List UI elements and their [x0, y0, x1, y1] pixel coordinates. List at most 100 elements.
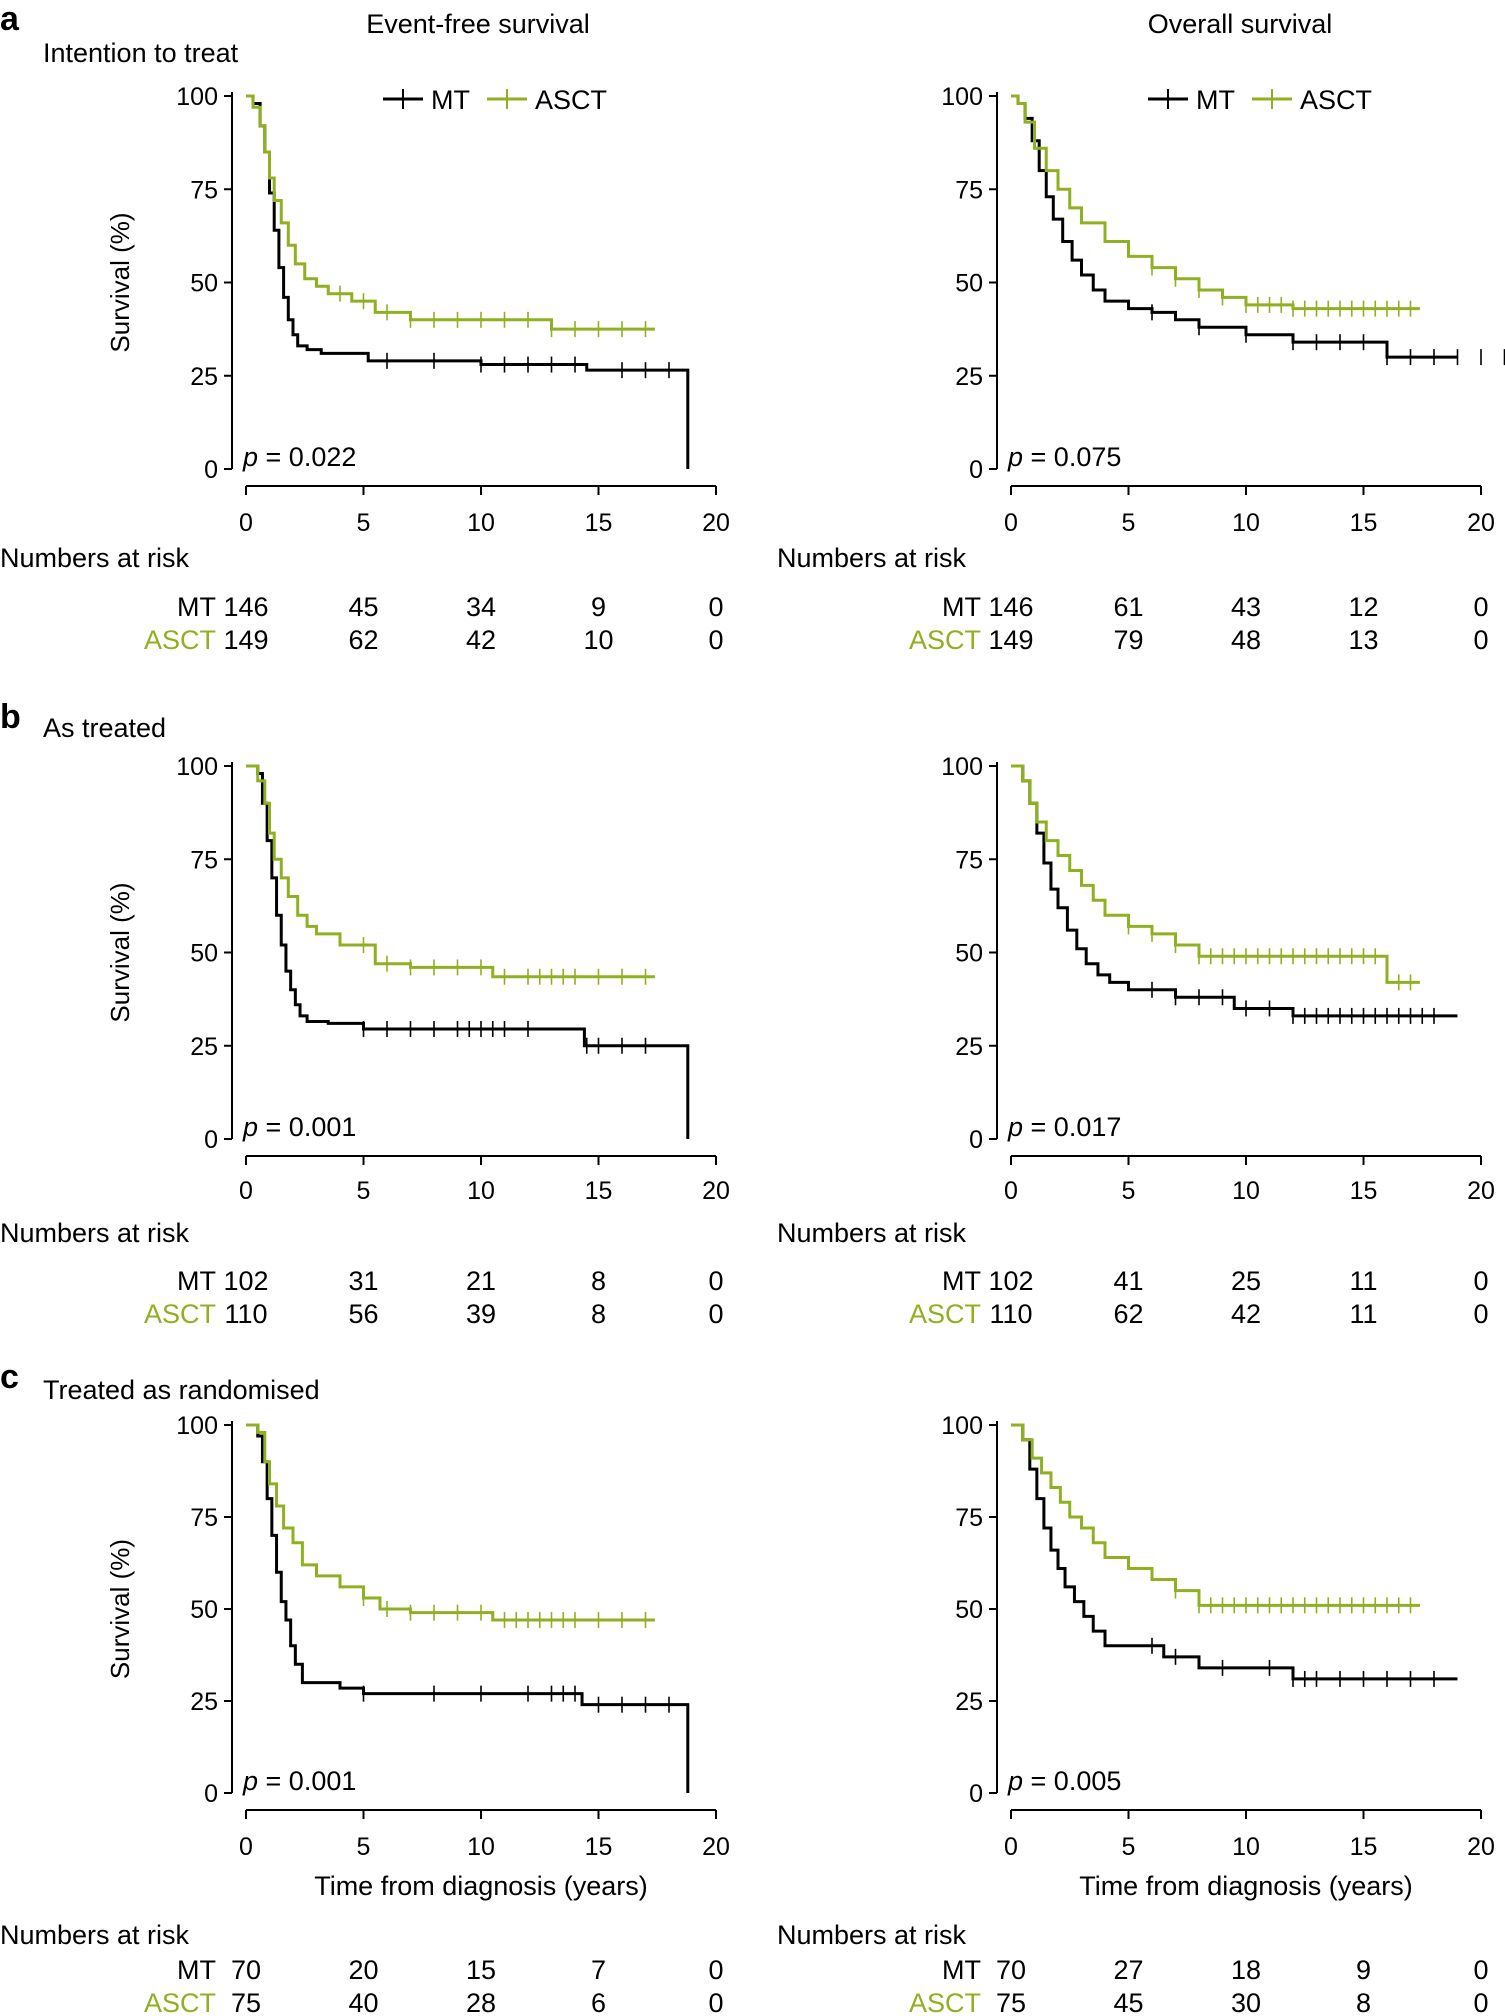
risk-header: Numbers at risk — [0, 1218, 190, 1248]
survival-curve-asct — [246, 94, 655, 331]
risk-header: Numbers at risk — [777, 543, 967, 573]
risk-value-asct: 62 — [348, 625, 378, 655]
risk-value-mt: 102 — [988, 1266, 1033, 1296]
legend: MT ASCT — [1148, 85, 1372, 115]
risk-value-asct: 79 — [1113, 625, 1143, 655]
legend: MT ASCT — [383, 85, 607, 115]
risk-value-asct: 11 — [1349, 1299, 1377, 1329]
x-tick-label: 15 — [585, 1177, 613, 1205]
risk-value-mt: 25 — [1231, 1266, 1261, 1296]
x-axis-label: Time from diagnosis (years) — [314, 1871, 648, 1901]
risk-value-asct: 6 — [591, 1988, 606, 2016]
x-tick-label: 10 — [467, 1177, 495, 1205]
p-value: p = 0.005 — [1007, 1766, 1121, 1796]
risk-value-mt: 70 — [996, 1955, 1026, 1985]
risk-label-asct: ASCT — [909, 625, 981, 655]
risk-value-asct: 42 — [1231, 1299, 1261, 1329]
risk-value-mt: 8 — [591, 1266, 606, 1296]
x-tick-label: 0 — [239, 509, 253, 537]
risk-value-asct: 0 — [708, 1299, 723, 1329]
y-tick-label: 75 — [955, 176, 983, 204]
risk-value-mt: 102 — [223, 1266, 268, 1296]
risk-value-mt: 12 — [1348, 592, 1378, 622]
risk-value-mt: 11 — [1349, 1266, 1377, 1296]
p-value: p = 0.022 — [242, 442, 356, 472]
risk-label-mt: MT — [942, 592, 981, 622]
p-symbol: p — [242, 1766, 258, 1796]
risk-label-mt: MT — [177, 1955, 216, 1985]
x-tick-label: 0 — [239, 1177, 253, 1205]
risk-value-mt: 45 — [348, 592, 378, 622]
numbers-at-risk: Numbers at risk MT ASCT 70 27 18 9 0 75 45 30 8 0 — [777, 1920, 1489, 2016]
y-tick-label: 50 — [190, 270, 218, 298]
risk-label-asct: ASCT — [144, 625, 216, 655]
risk-value-mt: 146 — [988, 592, 1033, 622]
y-tick-label: 50 — [955, 940, 983, 968]
y-tick-label: 50 — [190, 940, 218, 968]
survival-curve-asct — [246, 1423, 655, 1622]
y-tick-label: 100 — [176, 1412, 218, 1440]
risk-label-mt: MT — [942, 1955, 981, 1985]
risk-value-mt: 15 — [466, 1955, 496, 1985]
risk-header: Numbers at risk — [777, 1920, 967, 1950]
risk-value-mt: 27 — [1113, 1955, 1143, 1985]
risk-value-mt: 61 — [1113, 592, 1143, 622]
risk-value-asct: 0 — [1473, 1299, 1488, 1329]
x-tick-label: 5 — [1122, 1177, 1136, 1205]
risk-value-asct: 28 — [466, 1988, 496, 2016]
y-tick-label: 100 — [941, 83, 983, 111]
y-tick-label: 75 — [190, 846, 218, 874]
survival-curve-mt — [1011, 764, 1458, 1018]
risk-value-mt: 31 — [348, 1266, 378, 1296]
x-tick-label: 10 — [1232, 1833, 1260, 1861]
p-value-text: = 0.001 — [258, 1766, 356, 1796]
risk-value-mt: 34 — [466, 592, 496, 622]
chart-panel-b-event-free: b As treated 0 25 50 75 100 0 5 10 15 20 Survival (%… — [0, 698, 730, 1329]
y-tick-label: 0 — [969, 1780, 983, 1808]
risk-header: Numbers at risk — [777, 1218, 967, 1248]
x-tick-label: 20 — [702, 509, 730, 537]
survival-curve-mt — [1011, 1423, 1458, 1681]
risk-value-mt: 0 — [1473, 592, 1488, 622]
p-value: p = 0.075 — [1007, 442, 1121, 472]
x-tick-label: 0 — [1004, 509, 1018, 537]
survival-curve-mt — [1011, 94, 1458, 359]
x-tick-label: 10 — [1232, 509, 1260, 537]
panel-letter: a — [0, 0, 20, 38]
y-tick-label: 100 — [941, 753, 983, 781]
x-tick-label: 20 — [1467, 1177, 1495, 1205]
y-axis-label: Survival (%) — [105, 1539, 135, 1679]
y-tick-label: 100 — [176, 83, 218, 111]
chart-panel-c-event-free: c Treated as randomised 0 25 50 75 100 0 5 10 15 20… — [0, 1358, 730, 2016]
risk-label-mt: MT — [177, 1266, 216, 1296]
x-tick-label: 15 — [1350, 1833, 1378, 1861]
risk-value-mt: 7 — [591, 1955, 606, 1985]
y-tick-label: 50 — [955, 1596, 983, 1624]
risk-value-asct: 0 — [1473, 625, 1488, 655]
risk-value-asct: 149 — [223, 625, 268, 655]
y-tick-label: 0 — [204, 1126, 218, 1154]
x-tick-label: 0 — [1004, 1833, 1018, 1861]
chart-panel-c-overall: 0 25 50 75 100 0 5 10 15 20 Time from diagnosis (y… — [777, 1412, 1495, 2016]
p-value: p = 0.001 — [242, 1112, 356, 1142]
risk-label-mt: MT — [942, 1266, 981, 1296]
survival-curve-asct — [1011, 1423, 1420, 1607]
y-tick-label: 75 — [955, 1504, 983, 1532]
p-value-text: = 0.017 — [1023, 1112, 1121, 1142]
survival-curve-mt — [246, 1423, 690, 1793]
risk-label-asct: ASCT — [144, 1299, 216, 1329]
x-axis-label: Time from diagnosis (years) — [1079, 1871, 1413, 1901]
x-tick-label: 20 — [702, 1833, 730, 1861]
x-tick-label: 5 — [357, 509, 371, 537]
panel-title: As treated — [43, 713, 166, 743]
risk-value-mt: 9 — [1356, 1955, 1371, 1985]
p-value: p = 0.017 — [1007, 1112, 1121, 1142]
p-symbol: p — [242, 1112, 258, 1142]
risk-value-asct: 110 — [989, 1299, 1032, 1329]
panel-title: Intention to treat — [43, 38, 239, 68]
risk-value-asct: 149 — [988, 625, 1033, 655]
